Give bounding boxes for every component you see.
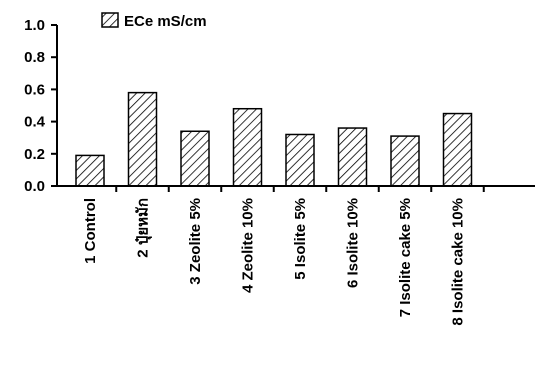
- category-label-2: 2 ปุ๋ยหมัก: [135, 198, 153, 258]
- bar-4: [232, 107, 263, 187]
- bars: [75, 91, 473, 187]
- y-tick-label-4: 0.8: [24, 49, 45, 66]
- bar-6: [337, 127, 368, 187]
- y-tick-label-1: 0.2: [24, 146, 45, 163]
- category-label-6: 6 Isolite 10%: [345, 198, 362, 288]
- x-axis-labels: 1 Control 2 ปุ๋ยหมัก 3 Zeolite 5% 4 Zeolite…: [82, 186, 485, 326]
- y-tick-label-5: 1.0: [24, 17, 45, 34]
- legend-label: ECe mS/cm: [124, 13, 207, 30]
- category-label-5: 5 Isolite 5%: [292, 198, 309, 280]
- y-axis-ticks: 0.0 0.2 0.4 0.6 0.8 1.0: [24, 17, 57, 195]
- category-label-4: 4 Zeolite 10%: [240, 198, 257, 293]
- category-label-3: 3 Zeolite 5%: [187, 198, 204, 285]
- category-label-7: 7 Isolite cake 5%: [397, 198, 414, 317]
- bar-7: [390, 135, 420, 187]
- y-tick-label-0: 0.0: [24, 178, 45, 195]
- bar-1: [75, 154, 105, 187]
- legend: ECe mS/cm: [101, 12, 207, 30]
- category-label-1: 1 Control: [82, 198, 99, 264]
- bar-3: [180, 130, 210, 187]
- bar-8: [442, 112, 473, 187]
- y-tick-label-3: 0.6: [24, 81, 45, 98]
- legend-swatch: [101, 12, 119, 28]
- bar-2: [127, 91, 158, 187]
- bar-5: [285, 133, 315, 187]
- category-label-8: 8 Isolite cake 10%: [450, 198, 467, 326]
- y-tick-label-2: 0.4: [24, 114, 46, 131]
